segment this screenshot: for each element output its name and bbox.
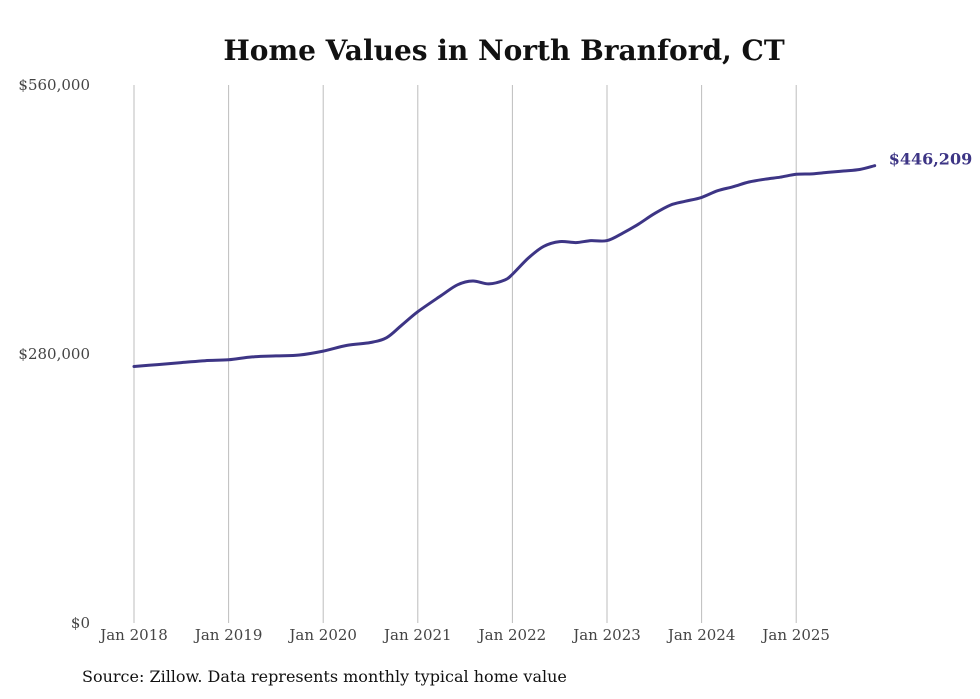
series-line-home-value (132, 164, 877, 368)
x-tick-label: Jan 2021 (382, 626, 452, 644)
chart-title: Home Values in North Branford, CT (223, 34, 784, 67)
x-axis-ticks: Jan 2018 Jan 2019 Jan 2020 Jan 2021 Jan 2022… (98, 626, 830, 644)
x-tick-label: Jan 2023 (571, 626, 641, 644)
y-tick-label: $0 (71, 614, 90, 632)
x-tick-label: Jan 2024 (666, 626, 736, 644)
source-note: Source: Zillow. Data represents monthly … (82, 667, 567, 686)
x-tick-label: Jan 2022 (477, 626, 547, 644)
x-tick-label: Jan 2018 (98, 626, 168, 644)
x-tick-label: Jan 2019 (193, 626, 263, 644)
y-axis-ticks: $0 $280,000 $560,000 (18, 76, 90, 632)
end-value-label: $446,209 (889, 150, 973, 169)
y-tick-label: $560,000 (18, 76, 90, 94)
x-tick-label: Jan 2025 (760, 626, 830, 644)
x-tick-label: Jan 2020 (287, 626, 357, 644)
vertical-gridlines (133, 85, 797, 623)
y-tick-label: $280,000 (18, 345, 90, 363)
